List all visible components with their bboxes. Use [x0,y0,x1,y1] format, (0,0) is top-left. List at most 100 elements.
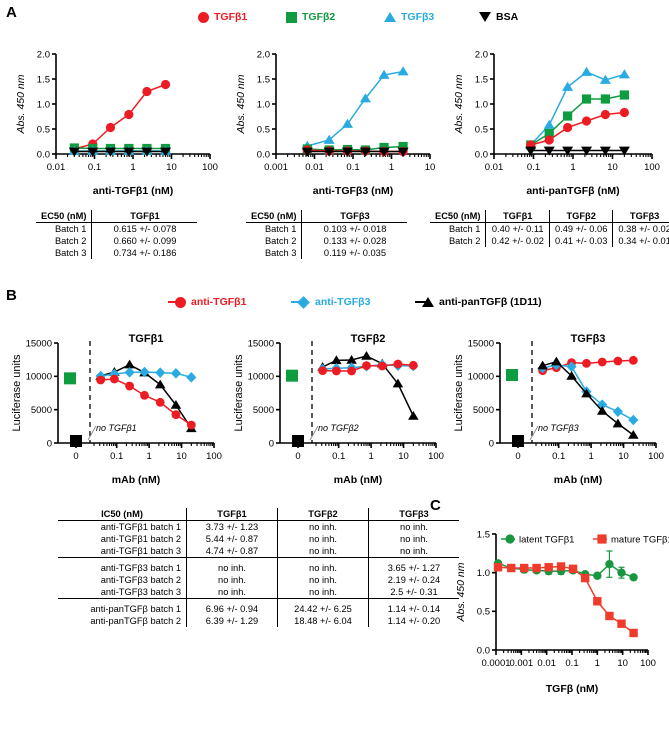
panel-letter-a: A [6,4,17,21]
series-TGFβ2 [302,141,408,155]
chart-elisa-anti-tgfb1: 0.0 0.5 1.0 1.5 2.0 0.01 0.1 1 10 100 anti-TGFβ1 (… [12,40,220,198]
svg-text:5000: 5000 [31,405,52,416]
cell: 6.96 +/- 0.94 [186,598,278,615]
cell: 3.73 +/- 1.23 [186,520,278,533]
legend-label: TGFβ2 [302,11,336,23]
legend-label: TGFβ3 [401,11,435,23]
triangle-up-marker-icon [384,12,396,22]
svg-text:1: 1 [570,162,575,173]
cell: 0.49 +/- 0.06 [548,222,613,235]
triangle-down-marker-icon [479,12,491,22]
table-header-row: EC50 (nM) TGFβ1 [36,210,198,223]
series-TGFβ3 [301,66,409,150]
cell: anti-TGFβ1 batch 1 [100,522,181,532]
series-BSA [301,147,409,157]
svg-text:0.5: 0.5 [475,124,488,135]
svg-text:10: 10 [398,451,409,462]
legend-label: BSA [496,11,519,23]
svg-text:0.0001: 0.0001 [481,658,510,669]
col-head-0: IC50 (nM) [58,508,187,521]
cell: no inh. [186,574,278,586]
table-header-row: EC50 (nM) TGFβ1 TGFβ2 TGFβ3 [430,210,669,223]
svg-text:10: 10 [607,162,618,173]
cell: 5.44 +/- 0.87 [186,533,278,545]
cell: no inh. [277,586,369,599]
svg-text:10000: 10000 [26,372,52,383]
col-head-3: TGFβ3 [612,210,669,223]
svg-text:15000: 15000 [26,338,52,349]
svg-text:10: 10 [166,162,177,173]
svg-text:Abs. 450 nm: Abs. 450 nm [235,74,247,134]
positive-control [506,369,518,381]
table-ec50-anti-tgfb1: EC50 (nM) TGFβ1 Batch 1 0.615 +/- 0.078 B… [36,210,198,259]
series-BSA [68,147,172,157]
svg-text:100: 100 [648,451,664,462]
svg-text:Luciferase units: Luciferase units [453,354,465,432]
cell: no inh. [186,557,278,574]
svg-text:0.1: 0.1 [565,658,578,669]
svg-text:mature TGFβ1: mature TGFβ1 [611,535,669,546]
col-head-0: EC50 (nM) [430,210,486,223]
svg-text:TGFβ (nM): TGFβ (nM) [546,683,598,695]
cell: Batch 1 [54,224,87,234]
chart-elisa-anti-tgfb3: 0.0 0.5 1.0 1.5 2.0 0.001 0.01 0.1 1 10 anti-TGFβ3… [232,40,440,198]
series-mature TGFβ1 [493,562,638,638]
cell: 0.660 +/- 0.099 [91,235,198,247]
cell: 0.133 +/- 0.028 [301,235,408,247]
table-row: anti-TGFβ1 batch 1 3.73 +/- 1.23 no inh. no… [58,520,459,533]
cell: Batch 1 [448,224,481,234]
svg-text:0: 0 [269,438,274,449]
svg-text:0.001: 0.001 [264,162,288,173]
table-row: Batch 3 0.119 +/- 0.035 [246,247,408,259]
cell: anti-TGFβ3 batch 2 [100,575,181,585]
svg-text:100: 100 [202,162,218,173]
square-marker-icon [286,11,297,23]
cell: anti-panTGFβ batch 2 [90,616,181,626]
chart-luciferase-tgfb1: 0 5000 10000 15000 0.1 1 10 100 0 no TGFβ1 mAb (nM… [6,325,222,487]
svg-text:10: 10 [176,451,187,462]
legend-item-anti-tgfb3: anti-TGFβ3 [291,295,415,309]
svg-text:0.1: 0.1 [527,162,540,173]
svg-text:100: 100 [640,658,656,669]
table-row: anti-TGFβ3 batch 1 no inh. no inh. 3.65 +/-… [58,557,459,574]
legend-item-tgfb2: TGFβ2 [286,11,384,23]
svg-text:1.0: 1.0 [257,99,270,110]
svg-text:TGFβ3: TGFβ3 [571,333,606,345]
table-row: anti-TGFβ1 batch 2 5.44 +/- 0.87 no inh. no… [58,533,459,545]
svg-text:0.0: 0.0 [37,149,50,160]
svg-text:0: 0 [489,438,494,449]
panel-letter-c: C [430,497,441,514]
svg-text:latent TGFβ1: latent TGFβ1 [519,535,574,546]
sci-table: IC50 (nM) TGFβ1 TGFβ2 TGFβ3 anti-TGFβ1 batch… [58,508,459,627]
legend-label: anti-TGFβ1 [191,296,247,308]
svg-text:10: 10 [617,658,628,669]
svg-text:5000: 5000 [253,405,274,416]
svg-text:1.5: 1.5 [477,529,490,540]
table-row: Batch 2 0.133 +/- 0.028 [246,235,408,247]
cell: Batch 1 [264,224,297,234]
legend-item-tgfb3: TGFβ3 [384,11,479,23]
svg-text:1: 1 [130,162,135,173]
panel-letter-b: B [6,287,17,304]
cell: no inh. [277,533,369,545]
svg-text:0.5: 0.5 [257,124,270,135]
table-row: Batch 1 0.40 +/- 0.11 0.49 +/- 0.06 0.38… [430,222,669,235]
circle-marker-icon [198,11,209,23]
svg-text:0.1: 0.1 [346,162,359,173]
cell: 0.41 +/- 0.03 [548,235,613,247]
series-TGFβ2 [526,90,629,150]
svg-text:100: 100 [206,451,222,462]
table-row: anti-panTGFβ batch 2 6.39 +/- 1.29 18.48 +… [58,615,459,627]
svg-text:Luciferase units: Luciferase units [233,354,245,432]
chart-latent-vs-mature: 0.0 0.5 1.0 1.5 0.0001 0.001 0.01 0.1 1 10 100 TGFβ… [452,518,669,696]
table-row: anti-TGFβ3 batch 2 no inh. no inh. 2.19 +/-… [58,574,459,586]
col-head-2: TGFβ2 [548,210,613,223]
col-head-0: EC50 (nM) [36,210,92,223]
table-row: Batch 1 0.615 +/- 0.078 [36,222,198,235]
cell: 0.38 +/- 0.02 [612,222,669,235]
svg-text:10: 10 [425,162,436,173]
legend-panel-a: TGFβ1 TGFβ2 TGFβ3 BSA [198,11,518,23]
cell: anti-TGFβ1 batch 2 [100,534,181,544]
table-row: Batch 2 0.42 +/- 0.02 0.41 +/- 0.03 0.34… [430,235,669,247]
svg-text:0: 0 [515,451,520,462]
